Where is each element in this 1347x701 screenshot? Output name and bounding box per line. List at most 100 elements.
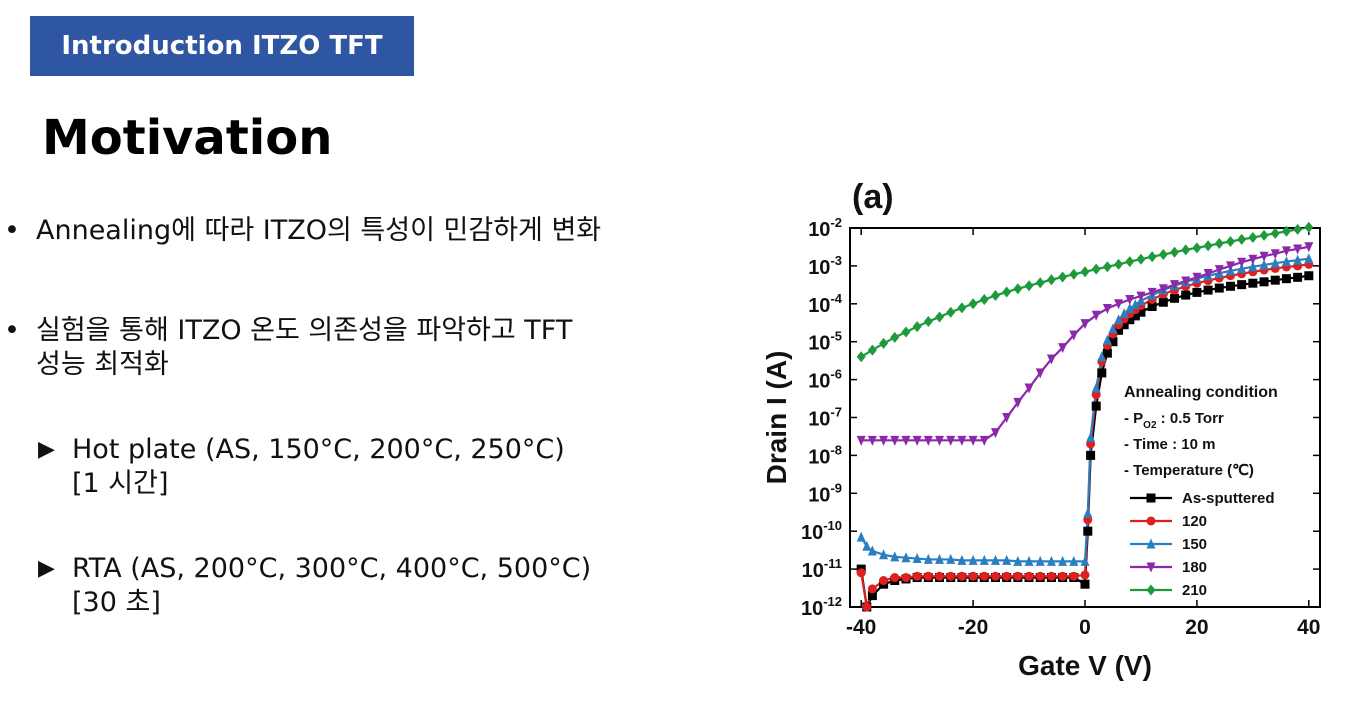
x-tick-label: 20 <box>1185 616 1208 639</box>
y-tick-label: 10-6 <box>808 367 842 393</box>
data-point-210 <box>1237 233 1247 245</box>
data-point-120 <box>957 571 967 581</box>
data-point-180 <box>1069 330 1079 341</box>
legend-swatch-marker <box>1146 584 1156 596</box>
data-point-150 <box>968 554 978 565</box>
data-point-180 <box>1225 261 1235 272</box>
section-header-tab: Introduction ITZO TFT <box>30 16 414 76</box>
data-point-150 <box>1024 555 1034 566</box>
data-point-180 <box>946 435 956 446</box>
data-point-150 <box>862 540 872 551</box>
data-point-120 <box>1080 570 1090 580</box>
bullet-line: Annealing에 따라 ITZO의 특성이 민감하게 변화 <box>36 215 602 246</box>
data-point-150 <box>1281 256 1291 267</box>
data-point-As-sputtered <box>1130 311 1140 321</box>
data-point-150 <box>1130 299 1140 310</box>
data-point-180 <box>1002 413 1012 423</box>
y-tick-label: 10-10 <box>801 518 842 544</box>
data-point-150 <box>901 552 911 563</box>
data-point-180 <box>1013 397 1023 408</box>
data-point-210 <box>1281 225 1291 237</box>
data-point-210 <box>1293 223 1303 235</box>
legend-entry-label: 210 <box>1182 582 1207 599</box>
data-point-180 <box>1114 299 1124 310</box>
data-point-150 <box>1125 303 1135 314</box>
sub-item-line: RTA (AS, 200°C, 300°C, 400°C, 500°C) <box>72 553 592 584</box>
data-point-180 <box>1192 272 1202 283</box>
data-point-180 <box>1091 310 1101 321</box>
data-point-210 <box>912 321 922 333</box>
x-tick-label: -40 <box>846 616 876 639</box>
data-point-210 <box>1125 256 1135 268</box>
data-point-150 <box>856 531 866 542</box>
page-title: Motivation <box>42 110 333 166</box>
y-tick-label: 10-2 <box>808 215 842 241</box>
data-point-120 <box>968 571 978 581</box>
x-tick-label: 0 <box>1079 616 1091 639</box>
data-point-180 <box>1147 287 1157 298</box>
data-point-210 <box>901 326 911 338</box>
data-point-210 <box>1181 244 1191 256</box>
data-point-180 <box>1125 294 1135 305</box>
data-point-180 <box>867 435 877 446</box>
data-point-210 <box>1102 261 1112 273</box>
data-point-As-sputtered <box>1097 368 1107 378</box>
sub-item-line: [1 시간] <box>72 468 169 499</box>
data-point-120 <box>912 571 922 581</box>
data-point-As-sputtered <box>1086 450 1096 460</box>
data-point-120 <box>879 576 889 586</box>
legend-condition: - Time : 10 m <box>1124 436 1215 453</box>
data-point-210 <box>1248 232 1258 244</box>
data-point-120 <box>856 568 866 578</box>
data-point-180 <box>1203 269 1213 280</box>
data-point-120 <box>901 573 911 583</box>
data-point-210 <box>957 302 967 314</box>
transfer-curve-chart: (a) -40 -20 0 20 40 10-12 10-11 10-10 10-9 10-8 10-… <box>752 170 1332 690</box>
data-point-As-sputtered <box>1108 337 1118 347</box>
bullet-dot-icon: • <box>4 215 20 246</box>
data-point-210 <box>1002 286 1012 298</box>
data-point-180 <box>1102 304 1112 315</box>
data-point-120 <box>890 573 900 583</box>
x-tick-label: -20 <box>958 616 988 639</box>
data-point-180 <box>1259 251 1269 262</box>
data-point-150 <box>867 545 877 556</box>
y-tick-label: 10-5 <box>808 329 842 355</box>
data-point-150 <box>1002 554 1012 565</box>
data-point-210 <box>1225 236 1235 248</box>
y-tick-label: 10-3 <box>808 253 842 279</box>
data-point-150 <box>1102 334 1112 345</box>
data-point-210 <box>856 351 866 363</box>
data-point-180 <box>1270 249 1280 260</box>
data-point-150 <box>1080 555 1090 566</box>
series-line-210 <box>860 228 1310 358</box>
data-point-120 <box>862 602 872 612</box>
legend-entry-label: 120 <box>1182 513 1207 530</box>
data-point-180 <box>1058 343 1068 354</box>
data-point-120 <box>1035 571 1045 581</box>
data-point-180 <box>1046 354 1056 365</box>
data-point-210 <box>979 293 989 305</box>
data-point-180 <box>1181 276 1191 287</box>
data-point-210 <box>935 311 945 323</box>
data-point-210 <box>1158 248 1168 260</box>
legend-swatch-marker <box>1146 493 1156 503</box>
bullet-item: • 실험을 통해 ITZO 온도 의존성을 파악하고 TFT 성능 최적화 <box>4 314 572 382</box>
data-point-150 <box>1259 259 1269 270</box>
data-point-150 <box>1097 351 1107 362</box>
data-point-As-sputtered <box>1225 281 1235 291</box>
triangle-right-icon: ▶ <box>38 556 55 581</box>
y-tick-label: 10-7 <box>808 405 842 431</box>
data-point-180 <box>1304 242 1314 253</box>
data-point-150 <box>957 554 967 565</box>
data-point-150 <box>946 553 956 564</box>
legend-swatch-marker <box>1146 516 1156 526</box>
data-point-180 <box>990 428 1000 439</box>
data-point-120 <box>1024 571 1034 581</box>
data-point-As-sputtered <box>1114 325 1124 335</box>
data-point-180 <box>935 435 945 446</box>
data-point-210 <box>1091 263 1101 275</box>
legend-entry-label: 150 <box>1182 536 1207 553</box>
x-tick-label: 40 <box>1297 616 1320 639</box>
data-point-As-sputtered <box>1136 307 1146 317</box>
